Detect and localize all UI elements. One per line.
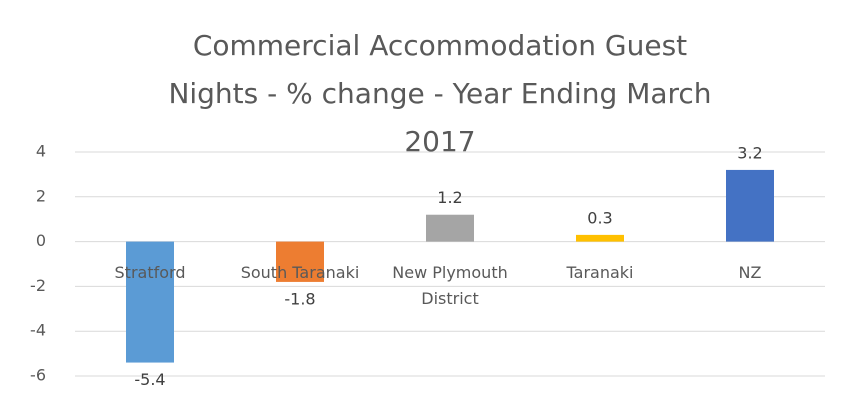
x-tick-label: NZ	[738, 262, 762, 282]
bar	[276, 241, 324, 282]
data-label: -5.4	[134, 370, 165, 389]
data-label: 3.2	[737, 143, 762, 162]
x-tick-label: Taranaki	[566, 262, 634, 282]
bar	[726, 169, 774, 242]
y-tick-label: -4	[30, 321, 46, 340]
y-tick-label: 4	[36, 142, 46, 161]
y-tick-label: 2	[36, 186, 46, 205]
chart-title: Commercial Accommodation Guest Nights - …	[168, 29, 712, 158]
y-tick-label: -6	[30, 366, 46, 385]
bar	[576, 234, 624, 242]
x-tick-label: Stratford	[114, 262, 186, 282]
y-tick-label: 0	[36, 231, 46, 250]
bar	[126, 241, 174, 363]
data-label: 0.3	[587, 208, 612, 227]
x-tick-label: South Taranaki	[240, 262, 360, 282]
x-tick-label: New Plymouth District	[392, 262, 508, 308]
y-tick-label: -2	[30, 276, 46, 295]
bar	[426, 214, 474, 242]
data-label: -1.8	[284, 289, 315, 308]
data-label: 1.2	[437, 188, 462, 207]
